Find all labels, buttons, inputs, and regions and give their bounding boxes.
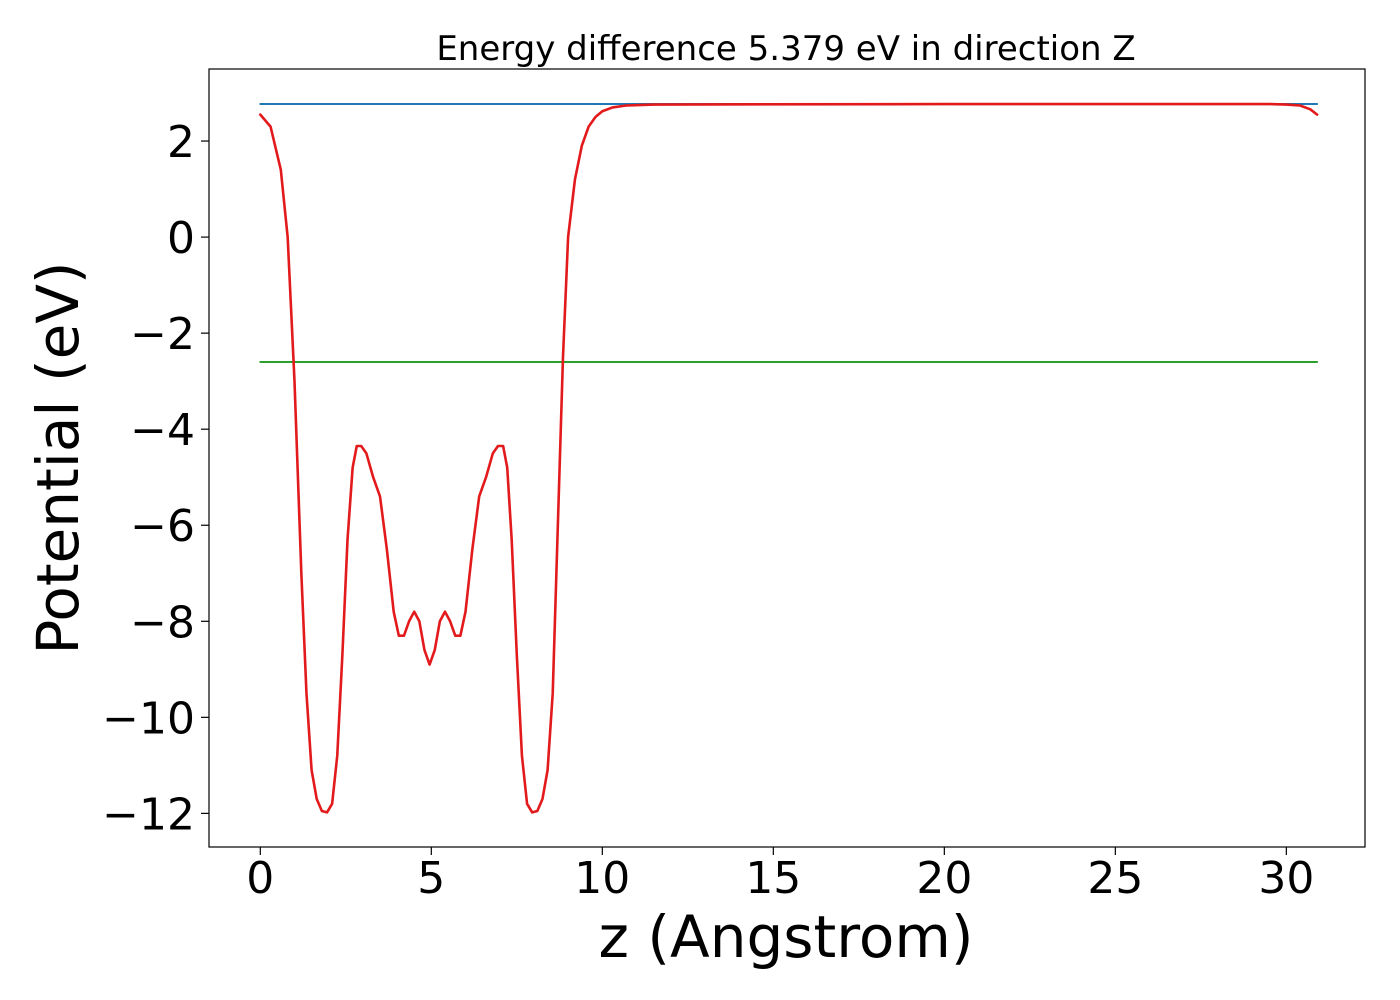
- x-axis-ticks: 0 5 10 15 20 25 30: [246, 847, 1314, 904]
- plot-frame: [208, 68, 1366, 848]
- x-axis-label: z (Angstrom): [599, 903, 974, 971]
- y-tick-label-0: 2: [167, 117, 195, 168]
- x-tick-label-0: 0: [246, 853, 274, 904]
- y-axis-label: Potential (eV): [24, 261, 92, 654]
- y-tick-label-3: −4: [130, 405, 195, 456]
- x-tick-label-1: 5: [417, 853, 445, 904]
- x-tick-label-5: 25: [1087, 853, 1143, 904]
- y-tick-label-5: −8: [130, 597, 195, 648]
- y-axis-ticks: 2 0 −2 −4 −6 −8 −10 −12: [102, 117, 209, 840]
- series-layer: [259, 102, 1319, 814]
- y-tick-label-6: −10: [102, 693, 195, 744]
- x-tick-label-3: 15: [745, 853, 801, 904]
- series-line-2: [259, 102, 1319, 814]
- y-tick-label-2: −2: [130, 309, 195, 360]
- x-tick-label-4: 20: [916, 853, 972, 904]
- y-tick-label-1: 0: [167, 213, 195, 264]
- y-tick-label-7: −12: [102, 789, 195, 840]
- x-tick-label-6: 30: [1258, 853, 1314, 904]
- chart-title: Energy difference 5.379 eV in direction …: [436, 29, 1135, 69]
- x-tick-label-2: 10: [574, 853, 630, 904]
- y-tick-label-4: −6: [130, 501, 195, 552]
